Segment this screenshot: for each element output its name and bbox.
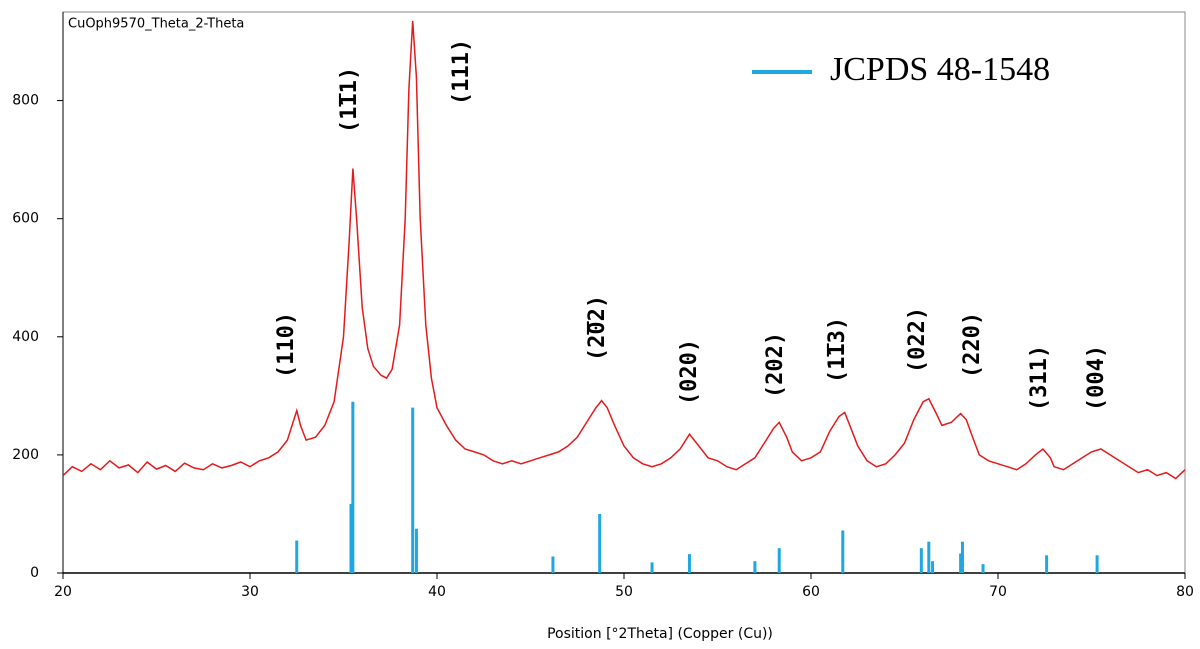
x-tick-label: 60 (802, 584, 820, 600)
legend: JCPDS 48-1548 (752, 51, 1050, 88)
x-tick-label: 40 (428, 584, 446, 600)
peak-label: (111) (449, 39, 474, 105)
x-tick-label: 20 (54, 584, 72, 600)
peak-label: (1̅13) (825, 317, 850, 383)
x-tick-label: 50 (615, 584, 633, 600)
peak-label: (2̅02) (585, 295, 610, 361)
y-tick-label: 800 (12, 93, 39, 109)
y-tick-label: 0 (30, 565, 39, 581)
chart-title: CuOph9570_Theta_2-Theta (68, 17, 244, 32)
y-tick-label: 400 (12, 329, 39, 345)
peak-label: (1̅11) (337, 67, 362, 133)
y-tick-label: 200 (12, 447, 39, 463)
peak-label: (311) (1027, 345, 1052, 411)
y-tick-label: 600 (12, 211, 39, 227)
peak-label: (202) (763, 332, 788, 398)
peak-label: (220) (960, 312, 985, 378)
legend-label: JCPDS 48-1548 (830, 51, 1050, 88)
peak-label: (020) (677, 339, 702, 405)
peak-label: (022) (905, 307, 930, 373)
x-tick-label: 70 (989, 584, 1007, 600)
peak-label: (004) (1084, 345, 1109, 411)
x-tick-label: 30 (241, 584, 259, 600)
x-tick-label: 80 (1176, 584, 1194, 600)
plot-frame (62, 11, 1186, 574)
x-axis-label: Position [°2Theta] (Copper (Cu)) (547, 626, 773, 642)
peak-label: (110) (274, 312, 299, 378)
pattern-line (62, 20, 1186, 480)
